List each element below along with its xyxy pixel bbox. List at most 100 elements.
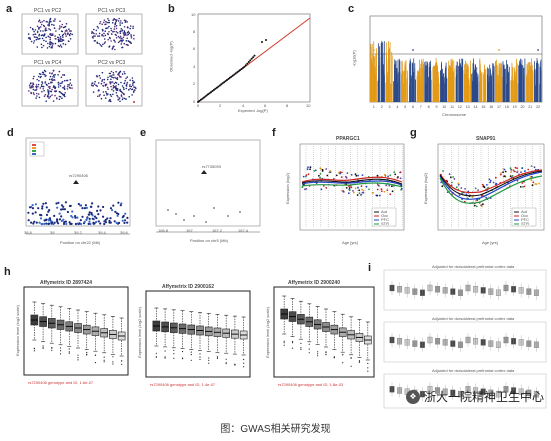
qq-ytick-4: 8 bbox=[193, 29, 196, 34]
pca-point bbox=[66, 79, 69, 82]
pca-point bbox=[52, 20, 55, 22]
regional-d-point bbox=[106, 217, 109, 220]
expr-sample-point bbox=[530, 165, 533, 167]
pca-point bbox=[113, 30, 115, 33]
pca-point bbox=[104, 97, 107, 99]
regional-d-point bbox=[74, 222, 77, 226]
expr-g-black-line bbox=[439, 170, 543, 197]
regional-d-point bbox=[114, 210, 117, 213]
expr-sample-point bbox=[354, 173, 357, 175]
regional-d-point bbox=[88, 213, 91, 216]
regional-d-point bbox=[76, 222, 79, 225]
boxplot-outlier bbox=[300, 347, 302, 349]
expr-sample-point bbox=[394, 173, 397, 176]
expr-sample-point bbox=[352, 191, 355, 194]
expr-sample-point bbox=[318, 174, 320, 177]
pca-point bbox=[57, 84, 60, 86]
pca-point bbox=[119, 88, 121, 91]
regional-d-point bbox=[89, 222, 92, 226]
qq-xlabel: Expected -log(P) bbox=[238, 108, 268, 113]
expr-sample-point bbox=[485, 196, 488, 199]
pca-point bbox=[54, 42, 57, 45]
regional-d-point bbox=[117, 201, 120, 204]
boxplot-outlier bbox=[59, 347, 62, 349]
expr-sample-point bbox=[345, 187, 348, 189]
pca-point bbox=[127, 30, 130, 33]
expr-sample-point bbox=[360, 185, 363, 188]
pca-point bbox=[30, 91, 32, 94]
qq-point bbox=[237, 70, 240, 73]
expr-sample-point bbox=[305, 174, 308, 177]
boxplot-outlier bbox=[216, 356, 219, 358]
pca-point bbox=[114, 22, 117, 24]
pca-point bbox=[54, 87, 56, 90]
pca-point bbox=[121, 98, 124, 101]
pca-point bbox=[69, 32, 72, 35]
pca-point bbox=[132, 84, 134, 86]
pca-point bbox=[100, 45, 103, 47]
expr-sample-point bbox=[511, 175, 514, 177]
pca-point bbox=[122, 86, 125, 89]
boxplot-outlier bbox=[300, 342, 302, 344]
pca-point bbox=[131, 79, 134, 82]
boxplot-outlier bbox=[234, 363, 236, 365]
expr-sample-point bbox=[503, 175, 506, 177]
pca-point bbox=[51, 81, 53, 84]
panel-b: Expected -log(P) Observed -log(P) 0 2 4 … bbox=[169, 8, 316, 116]
pca-point bbox=[44, 75, 46, 77]
boxplot-outlier bbox=[173, 349, 175, 351]
regional-d-point bbox=[97, 220, 100, 223]
pca-point bbox=[43, 33, 46, 36]
pca-point bbox=[116, 32, 119, 34]
pca-point bbox=[130, 37, 133, 39]
pca-point bbox=[69, 82, 72, 84]
boxplot-3-footnote: rs7290406 genotype and ID, 1.8e-03 bbox=[278, 382, 344, 387]
pca-point bbox=[129, 27, 131, 30]
boxplot-outlier bbox=[291, 342, 294, 344]
regional-d-point bbox=[35, 221, 38, 224]
expr-sample-point bbox=[533, 166, 536, 169]
pca-point bbox=[45, 27, 47, 29]
pca-point bbox=[36, 46, 39, 48]
pca-point bbox=[127, 44, 129, 47]
regional-d-point bbox=[97, 205, 100, 208]
boxplot-2 bbox=[145, 290, 251, 378]
pca-point bbox=[109, 75, 111, 77]
pca-point bbox=[117, 96, 119, 98]
pca-point bbox=[38, 20, 40, 23]
pca-point bbox=[42, 73, 44, 76]
pca-point bbox=[38, 96, 41, 99]
expr-g-legend-1: Occ bbox=[521, 213, 529, 218]
pca-point bbox=[128, 31, 130, 34]
boxplot-outlier bbox=[208, 357, 210, 359]
boxplot-outlier bbox=[86, 351, 88, 354]
pca-point bbox=[68, 40, 70, 43]
regional-d-point bbox=[70, 214, 73, 218]
pca-point bbox=[111, 81, 114, 83]
pca-point bbox=[38, 37, 41, 40]
qq-point bbox=[215, 86, 218, 89]
boxplot-2-title: Affymetrix ID 2900162 bbox=[162, 284, 214, 290]
pca-point bbox=[115, 34, 117, 36]
regional-d-point bbox=[45, 222, 48, 225]
pca-point bbox=[111, 76, 113, 79]
pca-point bbox=[124, 21, 127, 23]
expr-g-legend-2: PFC bbox=[521, 217, 529, 222]
pca-point bbox=[126, 31, 129, 34]
regional-d-point bbox=[32, 222, 35, 225]
expr-sample-point bbox=[387, 175, 389, 178]
pca-point bbox=[62, 74, 64, 76]
expr-sample-point bbox=[460, 187, 463, 189]
qq-xtick-5: 10 bbox=[306, 103, 311, 108]
regional-d-point bbox=[56, 206, 59, 209]
expr-g-green-line bbox=[439, 175, 543, 204]
pca-point bbox=[57, 38, 60, 41]
regional-d-point bbox=[97, 213, 100, 216]
pca-point bbox=[54, 38, 57, 40]
regional-d-point bbox=[91, 217, 94, 220]
expr-sample-point bbox=[339, 172, 341, 175]
expr-sample-point bbox=[362, 189, 365, 192]
pca-point bbox=[133, 34, 135, 37]
expr-sample-point bbox=[325, 168, 328, 170]
pca-point bbox=[70, 84, 73, 86]
